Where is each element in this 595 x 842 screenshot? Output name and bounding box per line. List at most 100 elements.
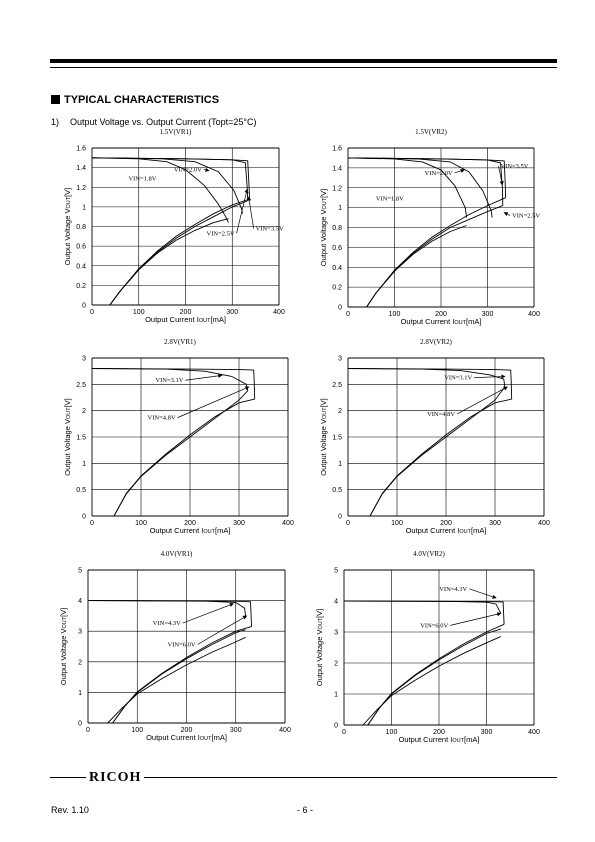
y-tick-label: 3	[78, 629, 82, 636]
y-tick-label: 1.2	[76, 185, 86, 192]
y-tick-label: 4	[334, 599, 338, 606]
y-tick-label: 0	[82, 303, 86, 310]
x-tick-label: 400	[273, 309, 285, 316]
y-tick-label: 1	[338, 461, 342, 468]
revision-label: Rev. 1.10	[51, 805, 89, 815]
x-tick-label: 100	[131, 727, 143, 734]
series-annotation: VIN=4.8V	[148, 415, 176, 422]
x-tick-label: 300	[489, 520, 501, 527]
series-line	[347, 157, 507, 198]
annotation-arrow	[203, 167, 210, 172]
x-tick-label: 400	[528, 311, 540, 318]
footer-rule	[50, 777, 557, 778]
series-line	[109, 200, 248, 306]
x-tick-label: 200	[433, 729, 445, 736]
y-tick-label: 1.6	[76, 146, 86, 153]
y-tick-label: 2	[82, 408, 86, 415]
top-rule-thick	[50, 59, 557, 63]
series-annotation: VIN=3.1V	[444, 375, 472, 382]
y-tick-label: 4	[78, 598, 82, 605]
y-tick-label: 0.5	[332, 487, 342, 494]
subsection-title: Output Voltage vs. Output Current (Topt=…	[70, 117, 257, 127]
series-line	[91, 157, 243, 214]
y-tick-label: 0.8	[76, 224, 86, 231]
series-annotation: VIN=4.3V	[439, 586, 467, 593]
y-tick-label: 0.2	[76, 283, 86, 290]
annotation-arrow	[454, 168, 465, 174]
series-line	[366, 225, 467, 308]
y-tick-label: 2	[334, 661, 338, 668]
series-annotation: VIN=4.8V	[427, 411, 455, 418]
x-tick-label: 300	[482, 311, 494, 318]
x-axis-label: Output Current IOUT[mA]	[399, 735, 480, 744]
y-tick-label: 0	[78, 721, 82, 728]
x-axis-label: Output Current IOUT[mA]	[145, 315, 226, 324]
annotation-arrow	[236, 188, 249, 234]
x-tick-label: 100	[391, 520, 403, 527]
series-line	[369, 398, 512, 517]
y-tick-label: 2	[338, 408, 342, 415]
x-tick-label: 0	[90, 309, 94, 316]
series-line	[347, 368, 513, 400]
chart-2-8v-vr2: 2.8V(VR2) 0 100 200 300 400 0 0.5 1 1.5 2 2.5 3 Outpu…	[319, 338, 550, 535]
y-tick-label: 0.6	[76, 244, 86, 251]
annotation-arrow	[450, 612, 502, 626]
series-annotation: VIN=3.5V	[500, 163, 528, 170]
series-line	[362, 636, 501, 726]
y-tick-label: 1.6	[332, 146, 342, 153]
x-tick-label: 400	[538, 520, 550, 527]
series-annotation: VIN=1.8V	[128, 175, 156, 182]
x-tick-label: 100	[133, 309, 145, 316]
series-annotation: VIN=2.0V	[425, 170, 453, 177]
x-tick-label: 300	[230, 727, 242, 734]
series-line	[366, 197, 506, 308]
x-tick-label: 300	[481, 729, 493, 736]
y-tick-label: 0.4	[76, 263, 86, 270]
series-annotation: VIN=2.5V	[207, 230, 235, 237]
x-tick-label: 400	[279, 727, 291, 734]
y-axis-label: Output Voltage VOUT[V]	[63, 188, 72, 266]
annotation-arrow	[498, 165, 504, 186]
y-tick-label: 2.5	[332, 382, 342, 389]
annotation-arrow	[197, 615, 248, 645]
y-axis-label: Output Voltage VOUT[V]	[319, 189, 328, 267]
annotation-arrow	[474, 374, 506, 379]
series-line	[343, 600, 502, 614]
series-annotation: VIN=2.0V	[174, 167, 202, 174]
y-axis-label: Output Voltage VOUT[V]	[59, 608, 68, 686]
y-tick-label: 2.5	[76, 382, 86, 389]
x-tick-label: 200	[435, 311, 447, 318]
y-tick-label: 2	[78, 659, 82, 666]
x-tick-label: 0	[342, 729, 346, 736]
y-axis-label: Output Voltage VOUT[V]	[63, 398, 72, 476]
x-axis-label: Output Current IOUT[mA]	[401, 317, 482, 326]
ricoh-logo: RICOH	[86, 770, 145, 786]
series-line	[87, 600, 252, 627]
y-tick-label: 0.6	[332, 245, 342, 252]
annotation-arrow	[469, 588, 497, 599]
x-tick-label: 300	[233, 520, 245, 527]
annotation-arrow	[182, 602, 234, 624]
annotation-arrow	[185, 373, 223, 381]
y-tick-label: 3	[334, 630, 338, 637]
y-tick-label: 1.4	[76, 165, 86, 172]
y-tick-label: 0	[338, 305, 342, 312]
series-annotation: VIN=6.0V	[420, 622, 448, 629]
top-rule-thin	[50, 67, 557, 68]
y-tick-label: 1	[334, 692, 338, 699]
series-line	[91, 157, 229, 223]
x-tick-label: 200	[181, 727, 193, 734]
x-axis-label: Output Current IOUT[mA]	[150, 526, 231, 535]
y-tick-label: 0	[82, 514, 86, 521]
x-tick-label: 100	[389, 311, 401, 318]
y-tick-label: 0	[334, 723, 338, 730]
y-tick-label: 1.2	[332, 185, 342, 192]
series-annotation: VIN=2.5V	[512, 213, 540, 220]
section-title: TYPICAL CHARACTERISTICS	[64, 94, 220, 106]
chart-1-5v-vr2: 1.5V(VR2) 0 100 200 300 400 0 0.2 0.4 0.6 0.8 1 1.2 1…	[319, 128, 540, 326]
y-tick-label: 0.5	[76, 487, 86, 494]
series-line	[109, 198, 250, 306]
series-line	[91, 368, 256, 400]
y-tick-label: 5	[78, 568, 82, 575]
chart-title: 2.8V(VR1)	[164, 338, 196, 346]
